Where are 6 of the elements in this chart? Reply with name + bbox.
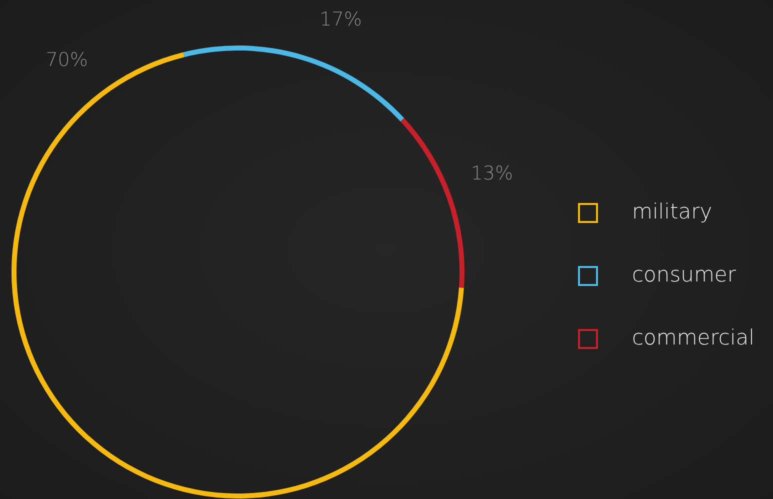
data-label: 17% [320,8,362,30]
data-label: 70% [46,48,88,71]
data-label: 13% [470,162,514,185]
legend-label: consumer [632,262,736,287]
legend-label: military [632,200,712,224]
legend-label: commercial [632,326,754,350]
